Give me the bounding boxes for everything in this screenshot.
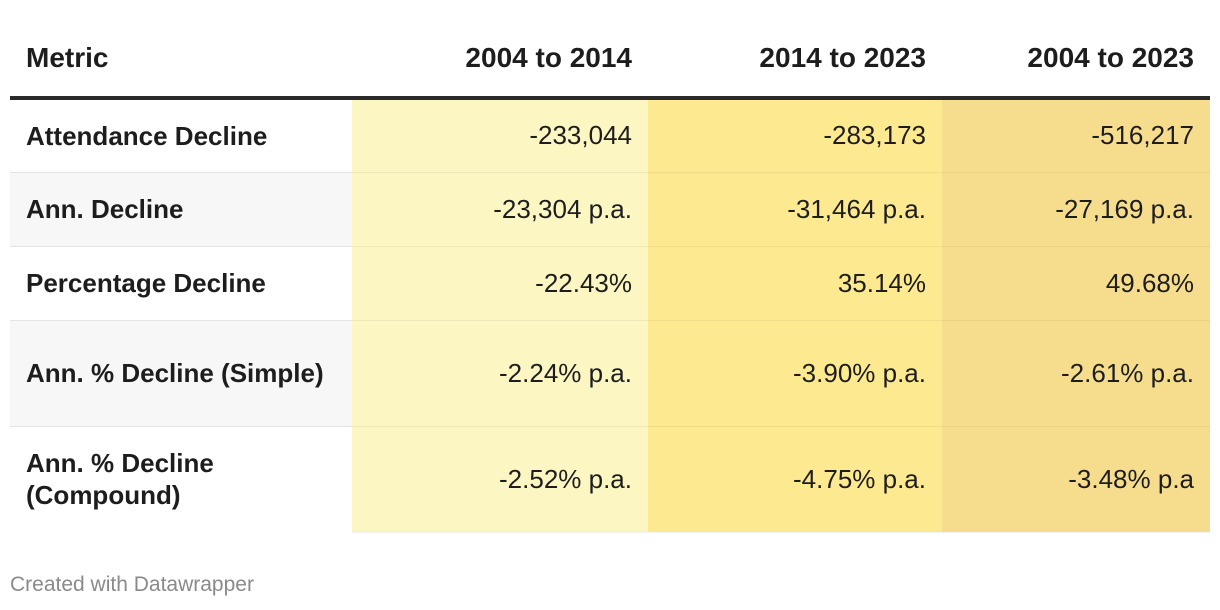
table-cell: -27,169 p.a. <box>942 172 1210 247</box>
table-cell: -22.43% <box>352 246 648 321</box>
table-cell: 49.68% <box>942 246 1210 321</box>
row-label: Attendance Decline <box>10 98 352 173</box>
footer-credit: Created with Datawrapper <box>10 573 254 596</box>
header-metric: Metric <box>10 20 352 100</box>
header-2004-2014: 2004 to 2014 <box>352 20 648 100</box>
table-cell: -4.75% p.a. <box>648 426 942 533</box>
table-cell: -3.90% p.a. <box>648 320 942 427</box>
row-label: Ann. Decline <box>10 172 352 247</box>
header-2014-2023: 2014 to 2023 <box>648 20 942 100</box>
table-row: Attendance Decline -233,044 -283,173 -51… <box>10 98 1210 173</box>
table-cell: -2.24% p.a. <box>352 320 648 427</box>
table-row: Percentage Decline -22.43% 35.14% 49.68% <box>10 246 1210 321</box>
row-label: Ann. % Decline (Simple) <box>10 320 352 427</box>
table-cell: -2.61% p.a. <box>942 320 1210 427</box>
data-table-container: Metric 2004 to 2014 2014 to 2023 2004 to… <box>10 20 1210 533</box>
table-cell: 35.14% <box>648 246 942 321</box>
table-cell: -23,304 p.a. <box>352 172 648 247</box>
header-2004-2023: 2004 to 2023 <box>942 20 1210 100</box>
table-cell: -3.48% p.a <box>942 426 1210 533</box>
row-label: Ann. % Decline (Compound) <box>26 448 214 511</box>
table-cell: -233,044 <box>352 98 648 173</box>
table-cell: -516,217 <box>942 98 1210 173</box>
table-row: Ann. Decline -23,304 p.a. -31,464 p.a. -… <box>10 172 1210 247</box>
table-cell: -31,464 p.a. <box>648 172 942 247</box>
table-row: Ann. % Decline (Simple) -2.24% p.a. -3.9… <box>10 320 1210 427</box>
table-cell: -283,173 <box>648 98 942 173</box>
table-header-row: Metric 2004 to 2014 2014 to 2023 2004 to… <box>10 20 1210 100</box>
data-table: Metric 2004 to 2014 2014 to 2023 2004 to… <box>10 20 1210 533</box>
row-label: Percentage Decline <box>10 246 352 321</box>
table-cell: -2.52% p.a. <box>352 426 648 533</box>
table-row: Ann. % Decline (Compound) -2.52% p.a. -4… <box>10 426 1210 533</box>
